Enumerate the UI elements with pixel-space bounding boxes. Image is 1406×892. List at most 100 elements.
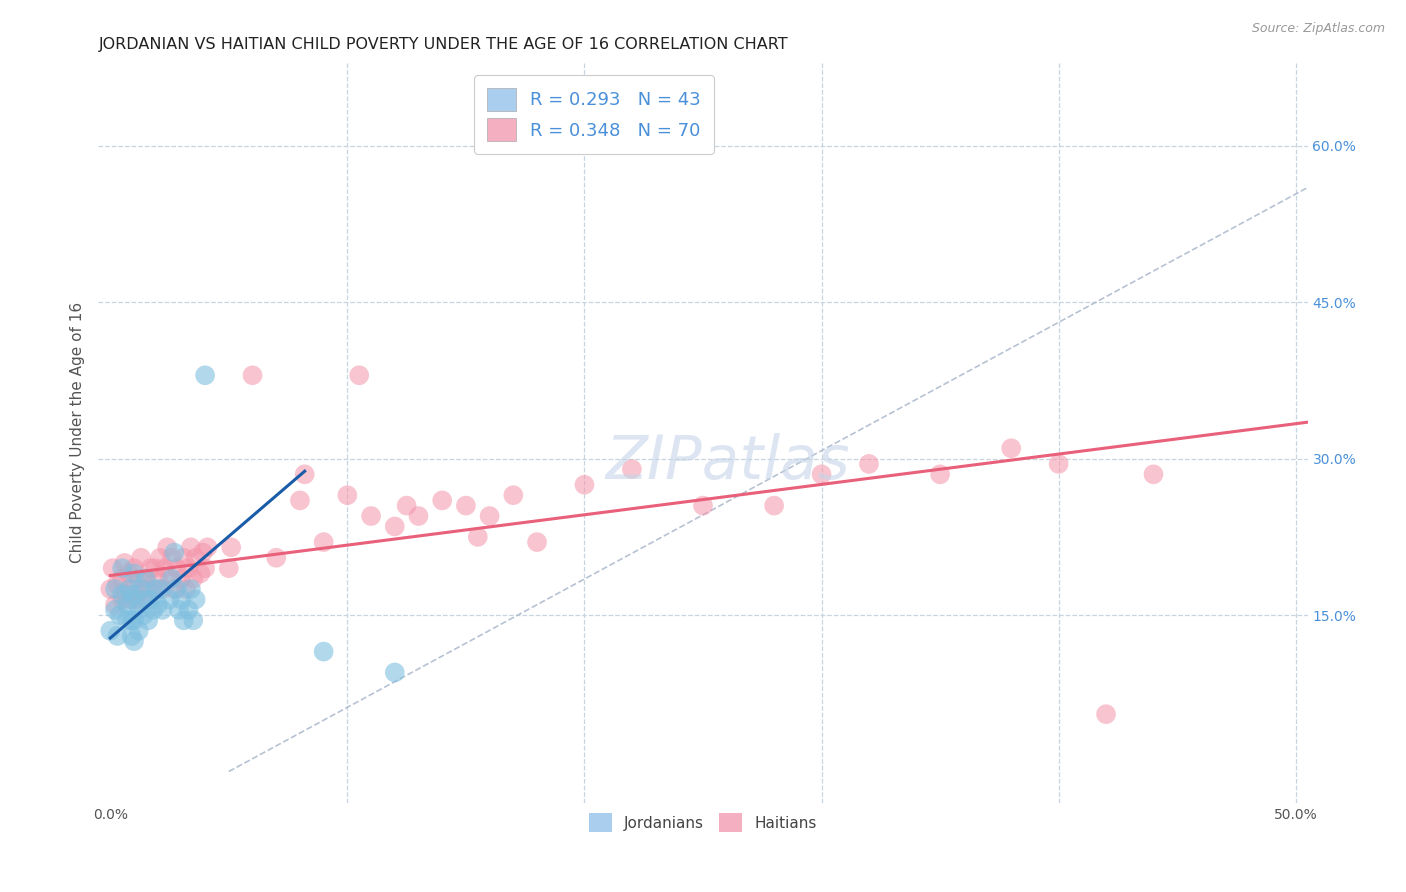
Point [190, 566, 212, 581]
Point [142, 603, 165, 617]
Point [111, 572, 134, 586]
Point [115, 598, 138, 612]
Point [135, 572, 157, 586]
Point [288, 493, 311, 508]
Point [105, 577, 128, 591]
Point [184, 550, 207, 565]
Point [122, 582, 145, 596]
Point [384, 519, 406, 533]
Point [177, 561, 200, 575]
Point [191, 545, 214, 559]
Point [197, 541, 219, 555]
Point [139, 592, 162, 607]
Point [104, 582, 127, 596]
Point [167, 603, 190, 617]
Point [159, 592, 181, 607]
Point [146, 598, 169, 612]
Point [149, 550, 172, 565]
Point [136, 613, 159, 627]
Point [467, 530, 489, 544]
Point [478, 509, 501, 524]
Point [121, 613, 143, 627]
Point [132, 608, 155, 623]
Point [574, 477, 596, 491]
Point [180, 541, 202, 555]
Point [166, 582, 188, 596]
Point [181, 572, 204, 586]
Point [118, 582, 141, 596]
Point [146, 572, 169, 586]
Point [149, 582, 172, 596]
Point [163, 582, 186, 596]
Point [152, 582, 174, 596]
Point [160, 550, 183, 565]
Point [454, 499, 477, 513]
Point [135, 572, 157, 586]
Point [111, 587, 134, 601]
Point [242, 368, 264, 383]
Point [135, 592, 157, 607]
Point [163, 545, 186, 559]
Point [115, 613, 138, 627]
Text: ZIPatlas: ZIPatlas [605, 433, 849, 491]
Point [336, 488, 359, 502]
Point [858, 457, 880, 471]
Point [763, 499, 786, 513]
Point [1095, 707, 1118, 722]
Point [395, 499, 418, 513]
Point [160, 572, 183, 586]
Point [526, 535, 548, 549]
Point [98, 624, 121, 638]
Point [104, 598, 127, 612]
Point [139, 561, 162, 575]
Point [312, 644, 335, 658]
Point [118, 566, 141, 581]
Point [101, 561, 124, 575]
Point [121, 629, 143, 643]
Point [174, 582, 197, 596]
Point [173, 550, 195, 565]
Point [143, 582, 166, 596]
Point [170, 572, 193, 586]
Point [502, 488, 524, 502]
Point [384, 665, 406, 680]
Point [1000, 442, 1022, 456]
Point [111, 592, 134, 607]
Point [129, 582, 152, 596]
Point [153, 561, 176, 575]
Point [181, 613, 204, 627]
Point [159, 572, 181, 586]
Point [264, 550, 287, 565]
Point [121, 592, 143, 607]
Point [156, 541, 179, 555]
Point [122, 566, 145, 581]
Point [128, 603, 150, 617]
Point [184, 592, 207, 607]
Point [180, 582, 202, 596]
Point [125, 592, 148, 607]
Text: Source: ZipAtlas.com: Source: ZipAtlas.com [1251, 22, 1385, 36]
Point [105, 629, 128, 643]
Point [312, 535, 335, 549]
Point [810, 467, 832, 482]
Text: JORDANIAN VS HAITIAN CHILD POVERTY UNDER THE AGE OF 16 CORRELATION CHART: JORDANIAN VS HAITIAN CHILD POVERTY UNDER… [98, 37, 787, 52]
Point [122, 634, 145, 648]
Point [219, 541, 242, 555]
Point [194, 368, 217, 383]
Point [128, 624, 150, 638]
Point [128, 572, 150, 586]
Point [108, 608, 131, 623]
Point [218, 561, 240, 575]
Point [173, 613, 195, 627]
Point [408, 509, 430, 524]
Point [122, 587, 145, 601]
Point [111, 561, 134, 575]
Legend: Jordanians, Haitians: Jordanians, Haitians [582, 805, 824, 839]
Point [177, 603, 200, 617]
Y-axis label: Child Poverty Under the Age of 16: Child Poverty Under the Age of 16 [69, 302, 84, 563]
Point [122, 561, 145, 575]
Point [620, 462, 643, 476]
Point [294, 467, 316, 482]
Point [152, 603, 174, 617]
Point [360, 509, 382, 524]
